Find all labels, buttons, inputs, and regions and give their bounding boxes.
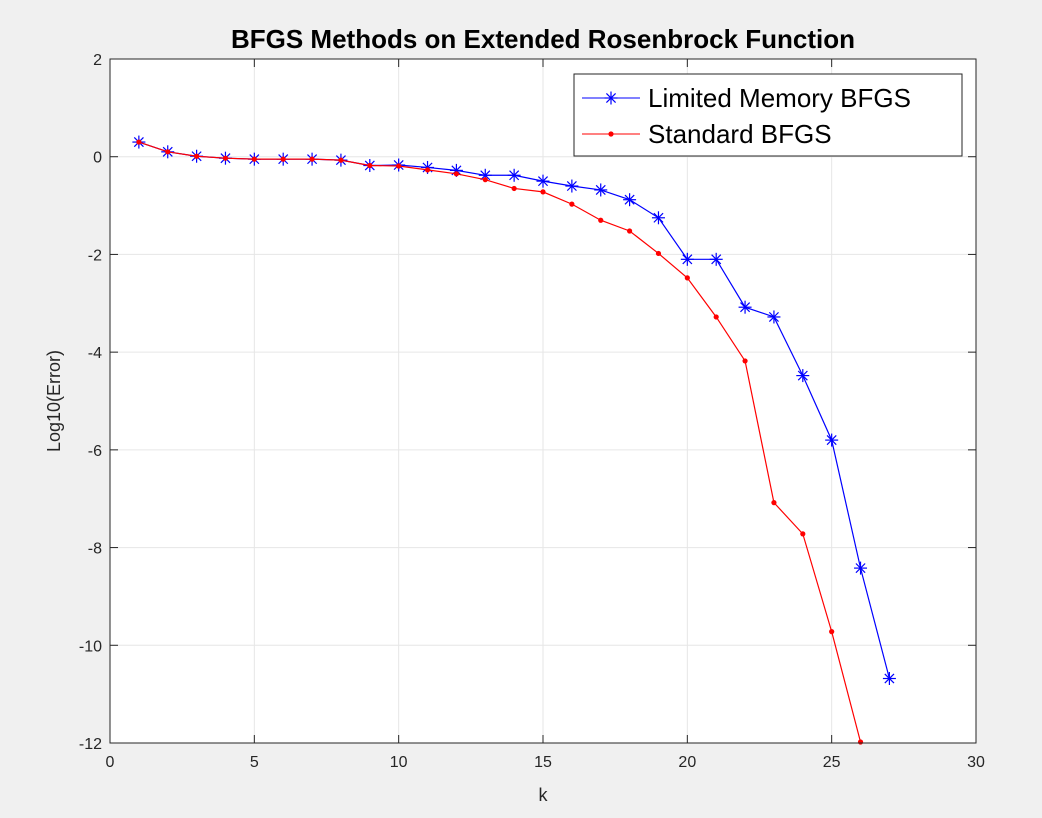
data-point-standard-bfgs — [857, 739, 864, 745]
legend-box — [573, 73, 963, 157]
series-layer — [132, 135, 896, 745]
y-tick-label: -10 — [79, 638, 102, 655]
legend-marker-asterisk — [604, 91, 618, 105]
chart-title: BFGS Methods on Extended Rosenbrock Func… — [231, 24, 855, 54]
data-point-standard-bfgs — [800, 531, 806, 537]
data-point-standard-bfgs — [829, 629, 835, 635]
data-point-standard-bfgs — [396, 163, 402, 169]
data-point-limited-memory-bfgs — [738, 300, 752, 314]
tick-marks — [109, 58, 977, 744]
legend-marker-dot — [608, 131, 614, 137]
x-axis-label: k — [539, 785, 549, 805]
data-point-limited-memory-bfgs — [825, 433, 839, 447]
data-point-limited-memory-bfgs — [767, 310, 781, 324]
legend-asterisk — [604, 91, 618, 105]
data-point-standard-bfgs — [482, 177, 488, 183]
x-tick-label: 20 — [678, 754, 696, 771]
series-line-standard-bfgs — [138, 141, 862, 743]
data-point-standard-bfgs — [165, 149, 171, 155]
data-point-standard-bfgs — [251, 156, 257, 162]
data-point-standard-bfgs — [424, 167, 431, 173]
data-point-limited-memory-bfgs — [651, 211, 665, 225]
y-tick-label: 2 — [93, 52, 102, 69]
x-tick-label: 0 — [106, 754, 115, 771]
data-point-standard-bfgs — [338, 157, 344, 163]
data-point-standard-bfgs — [280, 156, 286, 162]
y-tick-label: -4 — [88, 345, 102, 362]
data-point-standard-bfgs — [742, 358, 748, 364]
data-point-standard-bfgs — [569, 201, 575, 207]
data-point-standard-bfgs — [540, 189, 546, 195]
y-tick-label: -8 — [88, 541, 102, 558]
data-point-limited-memory-bfgs — [709, 252, 723, 266]
x-tick-label: 30 — [967, 754, 985, 771]
x-tick-label: 10 — [390, 754, 408, 771]
y-axis-label: Log10(Error) — [44, 350, 64, 452]
data-point-limited-memory-bfgs — [680, 252, 694, 266]
data-point-standard-bfgs — [194, 153, 200, 159]
data-point-limited-memory-bfgs — [623, 193, 637, 207]
data-point-standard-bfgs — [655, 250, 662, 257]
legend: Limited Memory BFGS Standard BFGS — [573, 73, 963, 157]
legend-label-limited-memory-bfgs: Limited Memory BFGS — [648, 83, 911, 113]
data-point-limited-memory-bfgs — [854, 561, 868, 575]
data-point-limited-memory-bfgs — [882, 672, 896, 686]
data-point-standard-bfgs — [598, 217, 604, 223]
y-tick-label: -6 — [88, 443, 102, 460]
x-tick-label: 25 — [823, 754, 841, 771]
data-point-standard-bfgs — [511, 185, 517, 192]
data-point-standard-bfgs — [627, 228, 633, 234]
legend-label-standard-bfgs: Standard BFGS — [648, 119, 832, 149]
data-point-limited-memory-bfgs — [507, 168, 521, 182]
data-point-standard-bfgs — [713, 314, 719, 320]
data-point-standard-bfgs — [453, 171, 459, 177]
data-point-standard-bfgs — [136, 139, 142, 145]
data-point-standard-bfgs — [684, 275, 690, 281]
y-tick-label: -12 — [79, 736, 102, 753]
data-point-limited-memory-bfgs — [536, 174, 550, 188]
data-point-standard-bfgs — [771, 500, 777, 506]
x-tick-label: 15 — [534, 754, 552, 771]
y-tick-label: 0 — [93, 150, 102, 167]
data-point-limited-memory-bfgs — [565, 179, 579, 193]
data-point-limited-memory-bfgs — [594, 183, 608, 197]
x-tick-label: 5 — [250, 754, 259, 771]
data-point-standard-bfgs — [222, 155, 229, 161]
data-point-standard-bfgs — [367, 162, 373, 169]
data-point-limited-memory-bfgs — [796, 369, 810, 383]
data-point-standard-bfgs — [309, 156, 315, 162]
y-tick-label: -2 — [88, 247, 102, 264]
